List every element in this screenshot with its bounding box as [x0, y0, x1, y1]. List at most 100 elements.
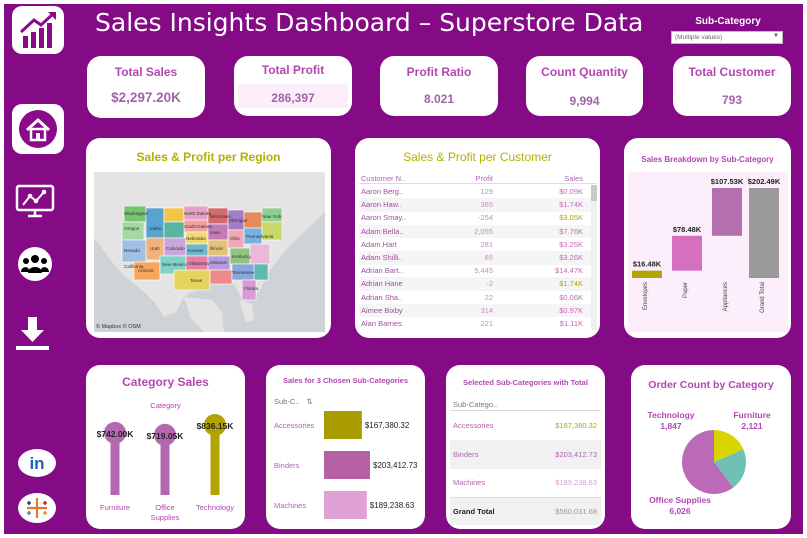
- table-row[interactable]: Adam Hart 281 $3.25K: [359, 238, 591, 252]
- category-bar[interactable]: [210, 425, 220, 495]
- scrollbar-thumb[interactable]: [591, 185, 597, 201]
- table-row[interactable]: Aimee Bixby 314 $0.97K: [359, 303, 591, 318]
- selected-row-name: Accessories: [453, 421, 494, 430]
- kpi-card-profit-ratio: Profit Ratio 8.021: [380, 56, 498, 116]
- order-count-title: Order Count by Category: [648, 379, 774, 391]
- column-header-profit[interactable]: Profit: [475, 174, 493, 183]
- svg-text:Nebraska: Nebraska: [186, 236, 206, 241]
- sort-icon[interactable]: ⇅: [306, 397, 313, 406]
- profit-cell: 5,445: [474, 266, 493, 276]
- kpi-value: $2,297.20K: [111, 90, 181, 105]
- category-bar-head[interactable]: [104, 421, 126, 444]
- category-sales-title: Category Sales: [122, 375, 209, 389]
- sales-cell: $14.47K: [555, 266, 583, 276]
- column-header-customer[interactable]: Customer N..: [361, 174, 406, 183]
- table-scrollbar[interactable]: [591, 185, 597, 330]
- profit-cell: 281: [480, 239, 493, 249]
- sales-cell: $3.25K: [559, 239, 583, 249]
- selected-row-value: $167,380.32: [555, 421, 597, 430]
- svg-text:California: California: [124, 264, 144, 269]
- linkedin-icon[interactable]: in: [17, 448, 57, 478]
- customer-name-cell: Adam Hart: [361, 239, 397, 249]
- svg-text:Oklahoma: Oklahoma: [188, 261, 209, 266]
- customer-table-panel: Sales & Profit per Customer Customer N..…: [355, 138, 600, 338]
- kpi-label: Total Profit: [261, 63, 325, 77]
- selected-subcategories-panel: Selected Sub-Categories with Total Sub-C…: [446, 365, 605, 529]
- svg-text:Pennsylvania: Pennsylvania: [246, 234, 274, 239]
- kpi-value: 8.021: [423, 92, 455, 106]
- chosen-category-label: Binders: [274, 461, 300, 470]
- pie-category-label: Office Supplies: [649, 495, 711, 505]
- breakdown-bar[interactable]: [632, 270, 662, 278]
- selected-row-name: Binders: [453, 450, 479, 459]
- chosen-value-label: $203,412.73: [373, 461, 418, 470]
- profit-cell: 314: [480, 305, 493, 315]
- chevron-down-icon: ▼: [773, 33, 779, 39]
- pie-slice[interactable]: [682, 430, 734, 494]
- kpi-label: Total Sales: [114, 65, 178, 79]
- subcategory-filter-dropdown[interactable]: (Multiple values) ▼: [671, 31, 783, 44]
- sales-cell: $1.74K: [559, 200, 583, 210]
- customers-icon[interactable]: [16, 246, 54, 282]
- svg-text:Missouri: Missouri: [210, 260, 227, 265]
- svg-text:Arizona: Arizona: [138, 268, 154, 273]
- selected-row[interactable]: Binders $203,412.73: [450, 440, 601, 469]
- grand-total-value: $560,031.68: [555, 507, 597, 516]
- selected-column-header[interactable]: Sub-Catego..: [453, 400, 498, 409]
- customer-name-cell: Alan Barnes: [361, 319, 402, 328]
- kpi-label: Profit Ratio: [406, 65, 472, 79]
- analytics-icon[interactable]: [14, 183, 56, 219]
- region-map[interactable]: Washington North Dakota Oregon Idaho Sou…: [94, 172, 325, 332]
- category-axis-label: Supplies: [151, 513, 180, 522]
- table-row[interactable]: Aaron Haw.. 365 $1.74K: [359, 198, 591, 212]
- svg-text:Tennessee: Tennessee: [232, 270, 255, 275]
- table-row[interactable]: Aaron Smay.. -254 $3.05K: [359, 211, 591, 225]
- customer-name-cell: Aaron Smay..: [361, 213, 406, 223]
- breakdown-category-label: Paper: [683, 282, 689, 298]
- breakdown-bar[interactable]: [672, 235, 702, 271]
- subcategory-filter-label: Sub-Category: [695, 16, 761, 27]
- download-icon[interactable]: [14, 316, 52, 352]
- pie-slice[interactable]: [714, 449, 746, 488]
- svg-text:Oregon: Oregon: [124, 226, 140, 231]
- selected-row[interactable]: Accessories $167,380.32: [450, 413, 601, 440]
- breakdown-category-label: Appliances: [723, 282, 729, 311]
- chosen-value-label: $189,238.63: [370, 501, 415, 510]
- table-row[interactable]: Alan Barnes 221 $1.11K: [359, 317, 591, 331]
- table-row[interactable]: Adrian Hane -2 $1.74K: [359, 277, 591, 291]
- home-icon[interactable]: [12, 104, 64, 154]
- table-row[interactable]: Adrian Bart.. 5,445 $14.47K: [359, 264, 591, 278]
- category-bar-head[interactable]: [204, 414, 226, 436]
- category-bar-head[interactable]: [154, 423, 176, 446]
- selected-subcategories-title: Selected Sub-Categories with Total: [463, 378, 588, 387]
- chosen-column-header: Sub-C.. ⇅: [274, 397, 313, 406]
- kpi-value: 793: [721, 93, 743, 107]
- kpi-card-total-customer: Total Customer 793: [673, 56, 791, 116]
- breakdown-value-label: $202.49K: [748, 177, 781, 186]
- category-bar[interactable]: [160, 434, 170, 495]
- chosen-bar[interactable]: [324, 491, 367, 519]
- table-row[interactable]: Adam Bella.. 2,055 $7.76K: [359, 224, 591, 239]
- kpi-card-count-quantity: Count Quantity 9,994: [526, 56, 643, 116]
- column-header-sales[interactable]: Sales: [564, 174, 583, 183]
- chosen-category-label: Accessories: [274, 421, 315, 430]
- svg-text:North Dakota: North Dakota: [184, 211, 212, 216]
- kpi-card-total-profit: Total Profit 286,397: [234, 56, 352, 116]
- chosen-bar[interactable]: [324, 411, 362, 439]
- category-bar[interactable]: [110, 432, 120, 495]
- table-row[interactable]: Adrian Sha.. 22 $0.06K: [359, 291, 591, 305]
- tableau-icon[interactable]: [17, 492, 57, 524]
- selected-row[interactable]: Machines $189,238.63: [450, 469, 601, 497]
- map-panel-title: Sales & Profit per Region: [136, 150, 281, 164]
- table-row[interactable]: Aaron Berg.. 129 $0.09K: [359, 185, 591, 199]
- breakdown-bar[interactable]: [712, 188, 742, 236]
- sales-cell: $0.09K: [559, 187, 583, 196]
- pie-slice[interactable]: [714, 430, 744, 462]
- chosen-subcategories-panel: Sales for 3 Chosen Sub-Categories Sub-C.…: [266, 365, 425, 529]
- chosen-bar[interactable]: [324, 451, 370, 479]
- breakdown-bar[interactable]: [749, 188, 779, 278]
- pie-value-label: 1,847: [660, 421, 682, 431]
- selected-header-divider: [450, 410, 601, 411]
- chart-logo-icon[interactable]: [12, 6, 64, 54]
- table-row[interactable]: Adam Shilli.. 65 $3.26K: [359, 251, 591, 265]
